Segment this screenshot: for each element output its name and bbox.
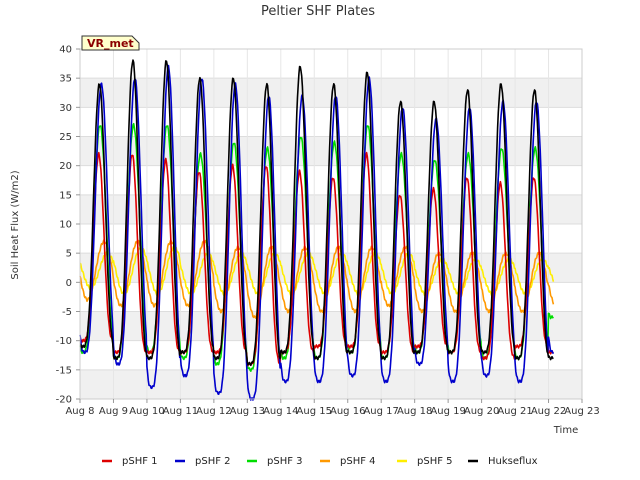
y-tick-label: 25 bbox=[59, 132, 72, 143]
plot-band bbox=[80, 311, 582, 341]
x-tick-label: Aug 21 bbox=[497, 406, 532, 417]
x-tick-label: Aug 19 bbox=[430, 406, 465, 417]
series-layer bbox=[79, 59, 555, 401]
x-tick-label: Aug 15 bbox=[297, 406, 332, 417]
x-tick-label: Aug 13 bbox=[230, 406, 265, 417]
x-tick-label: Aug 14 bbox=[263, 406, 298, 417]
x-tick-label: Aug 16 bbox=[330, 406, 365, 417]
series-line-pshf-1 bbox=[79, 151, 554, 367]
y-tick-label: -15 bbox=[56, 365, 72, 376]
site-badge-box bbox=[81, 35, 140, 51]
legend-label: pSHF 4 bbox=[340, 456, 376, 467]
series-line-pshf-2 bbox=[79, 64, 555, 401]
legend-label: pSHF 3 bbox=[267, 456, 303, 467]
chart-title: Peltier SHF Plates bbox=[261, 4, 375, 19]
x-tick-label: Aug 11 bbox=[163, 406, 198, 417]
x-axis-title: Time bbox=[553, 425, 578, 436]
y-tick-label: 35 bbox=[59, 74, 72, 85]
x-tick-label: Aug 18 bbox=[397, 406, 432, 417]
x-tick-label: Aug 22 bbox=[531, 406, 566, 417]
y-tick-label: 10 bbox=[59, 220, 72, 231]
x-tick-label: Aug 9 bbox=[99, 406, 128, 417]
y-tick-label: 40 bbox=[59, 45, 72, 56]
y-tick-label: 15 bbox=[59, 190, 72, 201]
legend-item-pshf-1: pSHF 1 bbox=[102, 456, 158, 467]
legend-item-pshf-2: pSHF 2 bbox=[175, 456, 231, 467]
legend-label: Hukseflux bbox=[488, 456, 538, 467]
x-tick-label: Aug 20 bbox=[464, 406, 499, 417]
plot-band bbox=[80, 369, 582, 399]
legend: pSHF 1 pSHF 2 pSHF 3 pSHF 4 pSHF 5 Hukseflux bbox=[102, 456, 538, 467]
legend-label: pSHF 1 bbox=[122, 456, 158, 467]
legend-item-pshf-3: pSHF 3 bbox=[247, 456, 303, 467]
x-tick-label: Aug 8 bbox=[65, 406, 94, 417]
y-tick-label: -10 bbox=[56, 336, 72, 347]
y-tick-label: -20 bbox=[56, 395, 72, 406]
series-line-hukseflux bbox=[79, 59, 554, 367]
y-tick-label: 5 bbox=[66, 249, 72, 260]
y-tick-label: -5 bbox=[62, 307, 72, 318]
x-tick-label: Aug 17 bbox=[363, 406, 398, 417]
legend-item-hukseflux: Hukseflux bbox=[468, 456, 538, 467]
y-tick-label: 30 bbox=[59, 103, 72, 114]
y-tick-label: 0 bbox=[66, 278, 72, 289]
y-tick-label: 20 bbox=[59, 161, 72, 172]
site-badge-label: VR_met bbox=[87, 37, 134, 50]
y-axis-title: Soil Heat Flux (W/m2) bbox=[10, 170, 21, 279]
legend-label: pSHF 5 bbox=[417, 456, 453, 467]
legend-item-pshf-5: pSHF 5 bbox=[397, 456, 453, 467]
site-badge: VR_met bbox=[81, 35, 140, 51]
legend-item-pshf-4: pSHF 4 bbox=[320, 456, 376, 467]
x-tick-label: Aug 10 bbox=[129, 406, 164, 417]
x-tick-label: Aug 12 bbox=[196, 406, 231, 417]
legend-label: pSHF 2 bbox=[195, 456, 231, 467]
y-axis-ticks: -20 -15 -10 -5 0 5 10 15 20 25 30 35 40 bbox=[56, 45, 80, 406]
x-tick-label: Aug 23 bbox=[564, 406, 599, 417]
